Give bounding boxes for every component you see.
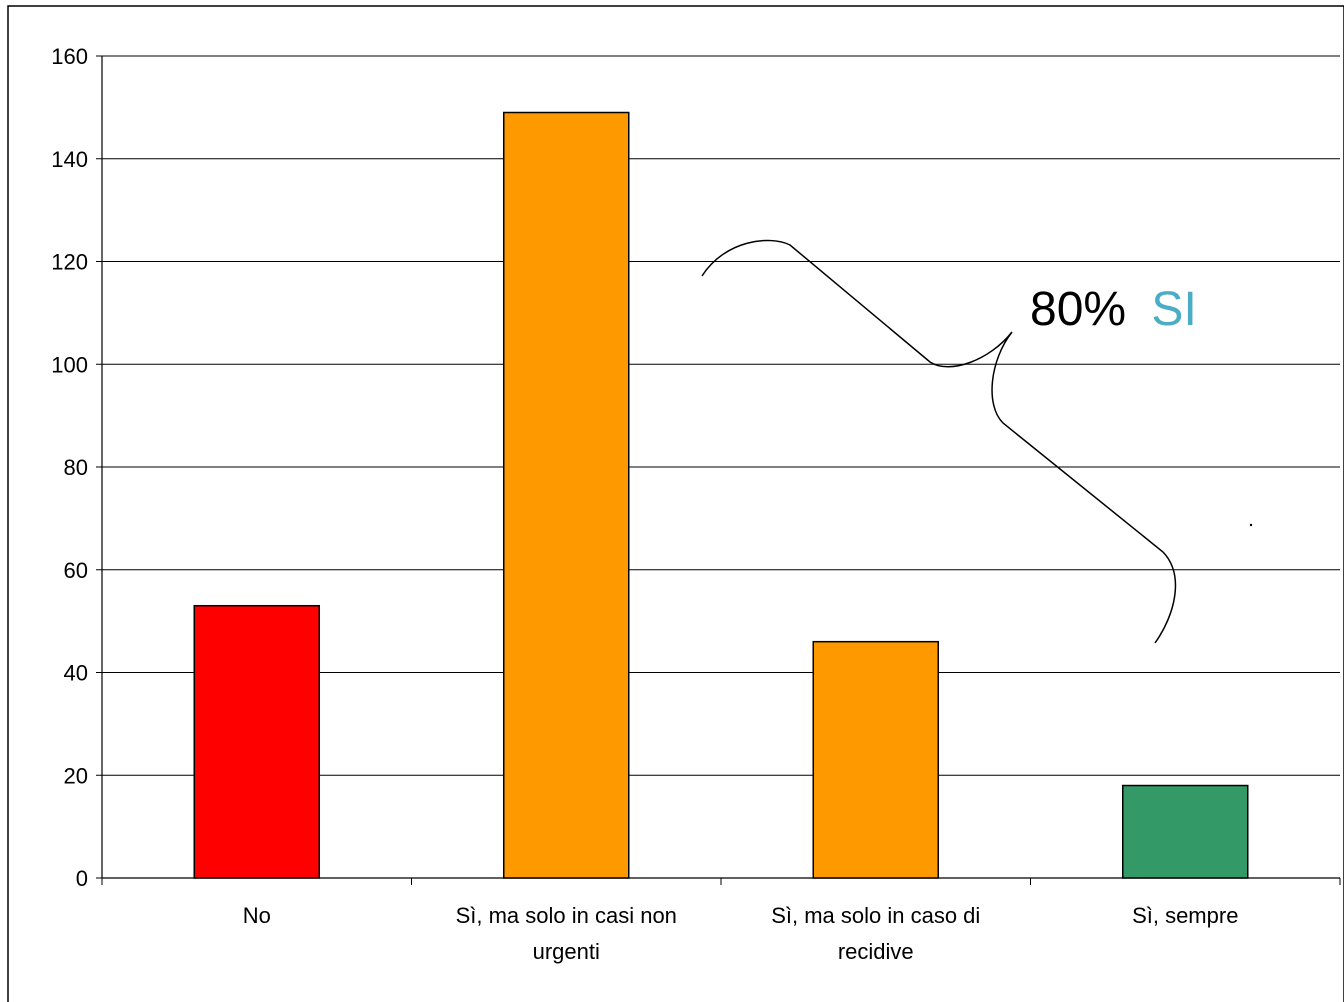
bar bbox=[503, 111, 630, 879]
annotation-percent: 80% bbox=[1030, 283, 1126, 336]
y-tick-label: 0 bbox=[76, 866, 88, 891]
y-tick-label: 120 bbox=[51, 250, 88, 275]
annotation-box bbox=[1013, 262, 1245, 350]
x-category-label: urgenti bbox=[533, 939, 600, 964]
annotation-label: 80% SI bbox=[1030, 283, 1197, 336]
y-tick-label: 160 bbox=[51, 44, 88, 69]
y-tick-label: 100 bbox=[51, 352, 88, 377]
y-tick-label: 60 bbox=[64, 558, 88, 583]
brace-annotation: 80% SI bbox=[701, 239, 1253, 644]
bar bbox=[1122, 784, 1249, 879]
annotation-dot bbox=[1249, 523, 1253, 527]
x-category-label: Sì, ma solo in caso di bbox=[771, 903, 980, 928]
labels: 0 20 40 60 80 100 120 140 160 No Sì, ma solo in ca… bbox=[51, 44, 1238, 964]
chart-border bbox=[7, 5, 1344, 1002]
x-category-label: No bbox=[243, 903, 271, 928]
y-tick-label: 40 bbox=[64, 661, 88, 686]
bar bbox=[812, 640, 939, 879]
bar bbox=[193, 604, 320, 879]
x-category-label: Sì, ma solo in casi non bbox=[456, 903, 677, 928]
x-category-label: recidive bbox=[838, 939, 914, 964]
y-tick-label: 140 bbox=[51, 147, 88, 172]
brace-curve bbox=[701, 239, 1177, 644]
y-tick-label: 20 bbox=[64, 763, 88, 788]
annotation-word: SI bbox=[1151, 283, 1196, 336]
gridlines bbox=[102, 55, 1340, 776]
bars bbox=[193, 111, 1249, 879]
y-tick-label: 80 bbox=[64, 455, 88, 480]
x-category-label: Sì, sempre bbox=[1132, 903, 1238, 928]
